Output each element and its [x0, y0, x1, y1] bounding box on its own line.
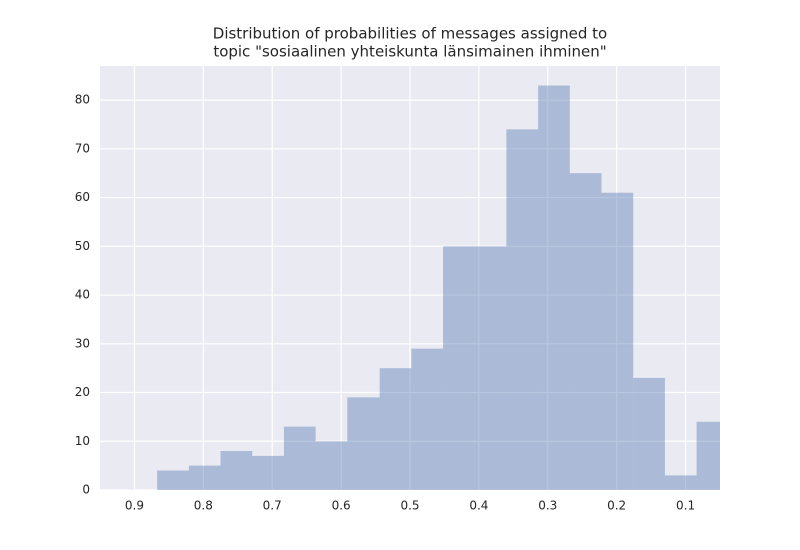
x-tick-label: 0.4: [469, 499, 488, 513]
bar: [569, 173, 602, 490]
y-tick-label: 20: [75, 385, 90, 399]
bar: [538, 85, 570, 490]
grid: [100, 66, 720, 491]
y-tick-label: 70: [75, 141, 90, 155]
y-tick-label: 0: [82, 483, 90, 497]
bar: [379, 368, 412, 490]
bar: [696, 421, 720, 490]
bar: [601, 192, 634, 490]
bar: [633, 377, 665, 490]
x-tick-label: 0.9: [125, 499, 144, 513]
bar: [506, 129, 539, 490]
x-tick-label: 0.6: [332, 499, 351, 513]
bar: [664, 475, 697, 490]
bar: [157, 470, 189, 490]
bar: [411, 348, 444, 490]
y-tick-label: 30: [75, 336, 90, 350]
y-tick-label: 10: [75, 434, 90, 448]
chart-title: topic "sosiaalinen yhteiskunta länsimain…: [213, 43, 606, 61]
bar: [188, 465, 221, 490]
x-tick-label: 0.7: [263, 499, 282, 513]
x-tick-label: 0.5: [400, 499, 419, 513]
x-tick-label: 0.1: [676, 499, 695, 513]
y-tick-label: 50: [75, 239, 90, 253]
bars: [157, 85, 720, 490]
bar: [347, 397, 380, 490]
bar: [315, 441, 348, 490]
x-tick-label: 0.3: [538, 499, 557, 513]
bar: [474, 246, 507, 490]
bar: [443, 246, 475, 490]
x-tick-label: 0.8: [194, 499, 213, 513]
x-tick-label: 0.2: [607, 499, 626, 513]
y-tick-label: 80: [75, 93, 90, 107]
y-tick-label: 40: [75, 288, 90, 302]
bar: [283, 426, 316, 490]
bar: [252, 455, 284, 490]
chart-title: Distribution of probabilities of message…: [213, 25, 607, 43]
bar: [220, 451, 253, 490]
y-tick-label: 60: [75, 190, 90, 204]
